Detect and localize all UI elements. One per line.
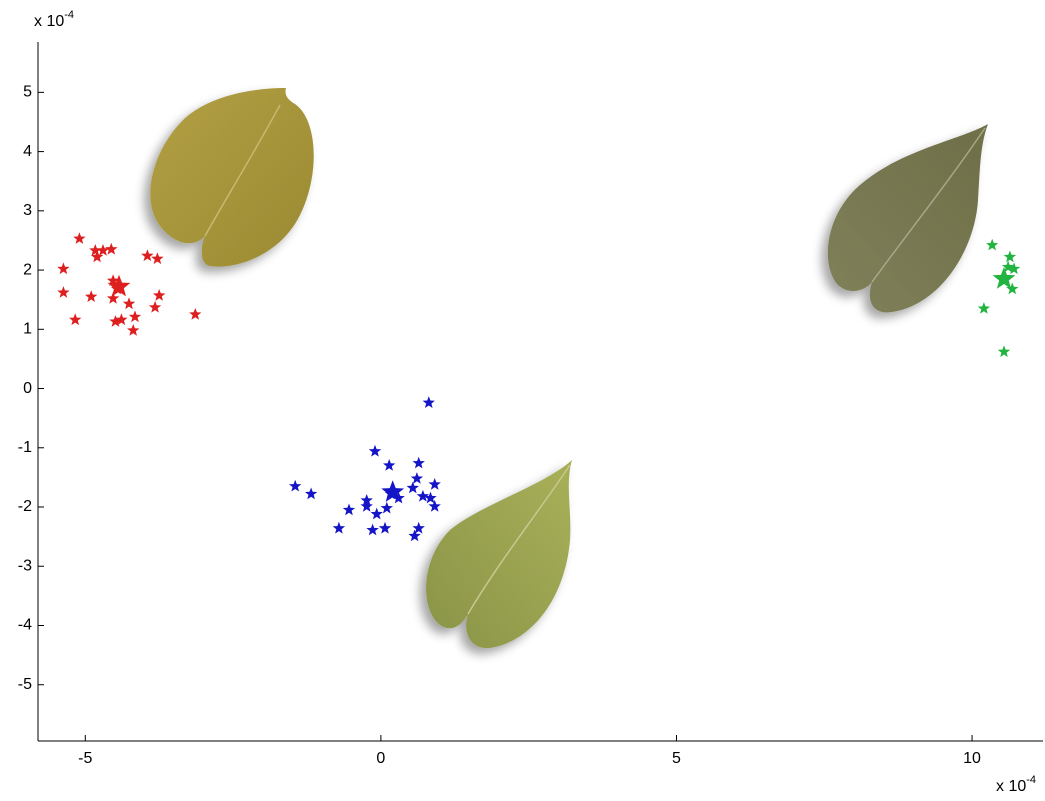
- y-tick-label: -5: [18, 676, 32, 693]
- point: [408, 530, 420, 542]
- y-tick-label: -1: [18, 439, 32, 456]
- point: [1004, 251, 1016, 263]
- x-multiplier-base: x 10: [996, 778, 1026, 795]
- point: [57, 286, 69, 298]
- point: [381, 502, 393, 514]
- point: [153, 289, 165, 301]
- page: x 10-4 x 10-4 -5-4-3-2-1012345-50510 (()…: [0, 0, 1045, 801]
- leaf-image: [150, 88, 313, 267]
- y-tick-label: -3: [18, 557, 32, 574]
- y-multiplier-base: x 10: [34, 13, 64, 30]
- point: [129, 310, 141, 322]
- point: [141, 249, 153, 261]
- point: [69, 313, 81, 325]
- y-tick-label: 5: [23, 84, 32, 101]
- leaf-image: [828, 124, 988, 312]
- point: [1008, 262, 1020, 274]
- y-tick-label: 3: [23, 202, 32, 219]
- point: [986, 239, 998, 251]
- point: [429, 500, 441, 512]
- point: [371, 508, 383, 520]
- y-tick-label: -2: [18, 498, 32, 515]
- point: [343, 504, 355, 516]
- x-tick-label: 0: [376, 750, 385, 767]
- point: [123, 297, 135, 309]
- x-tick-label: 5: [672, 750, 681, 767]
- point: [369, 445, 381, 457]
- point: [417, 490, 429, 502]
- point: [127, 324, 139, 336]
- y-multiplier-exponent: -4: [64, 9, 74, 21]
- x-multiplier-exponent: -4: [1026, 774, 1036, 786]
- y-tick-label: 1: [23, 321, 32, 338]
- y-tick-label: 0: [23, 380, 32, 397]
- x-tick-label: -5: [78, 750, 92, 767]
- point: [413, 457, 425, 469]
- leaf-image: [426, 460, 572, 648]
- point: [423, 396, 435, 408]
- point: [57, 262, 69, 274]
- point: [978, 302, 990, 314]
- point: [998, 345, 1010, 357]
- point: [189, 308, 201, 320]
- point: [73, 232, 85, 244]
- center-point: [108, 275, 131, 297]
- y-multiplier: x 10-4: [34, 9, 74, 30]
- chart: x 10-4 x 10-4 -5-4-3-2-1012345-50510: [0, 0, 1045, 796]
- y-tick-label: -4: [18, 617, 32, 634]
- y-tick-label: 4: [23, 143, 32, 160]
- x-multiplier: x 10-4: [996, 774, 1036, 795]
- point: [289, 480, 301, 492]
- point: [429, 478, 441, 490]
- point: [305, 488, 317, 500]
- point: [366, 524, 378, 536]
- point: [149, 301, 161, 313]
- x-tick-label: 10: [963, 750, 981, 767]
- point: [105, 243, 117, 255]
- point: [333, 522, 345, 534]
- y-tick-label: 2: [23, 261, 32, 278]
- point: [379, 522, 391, 534]
- point: [383, 459, 395, 471]
- point: [85, 290, 97, 302]
- point: [407, 482, 419, 494]
